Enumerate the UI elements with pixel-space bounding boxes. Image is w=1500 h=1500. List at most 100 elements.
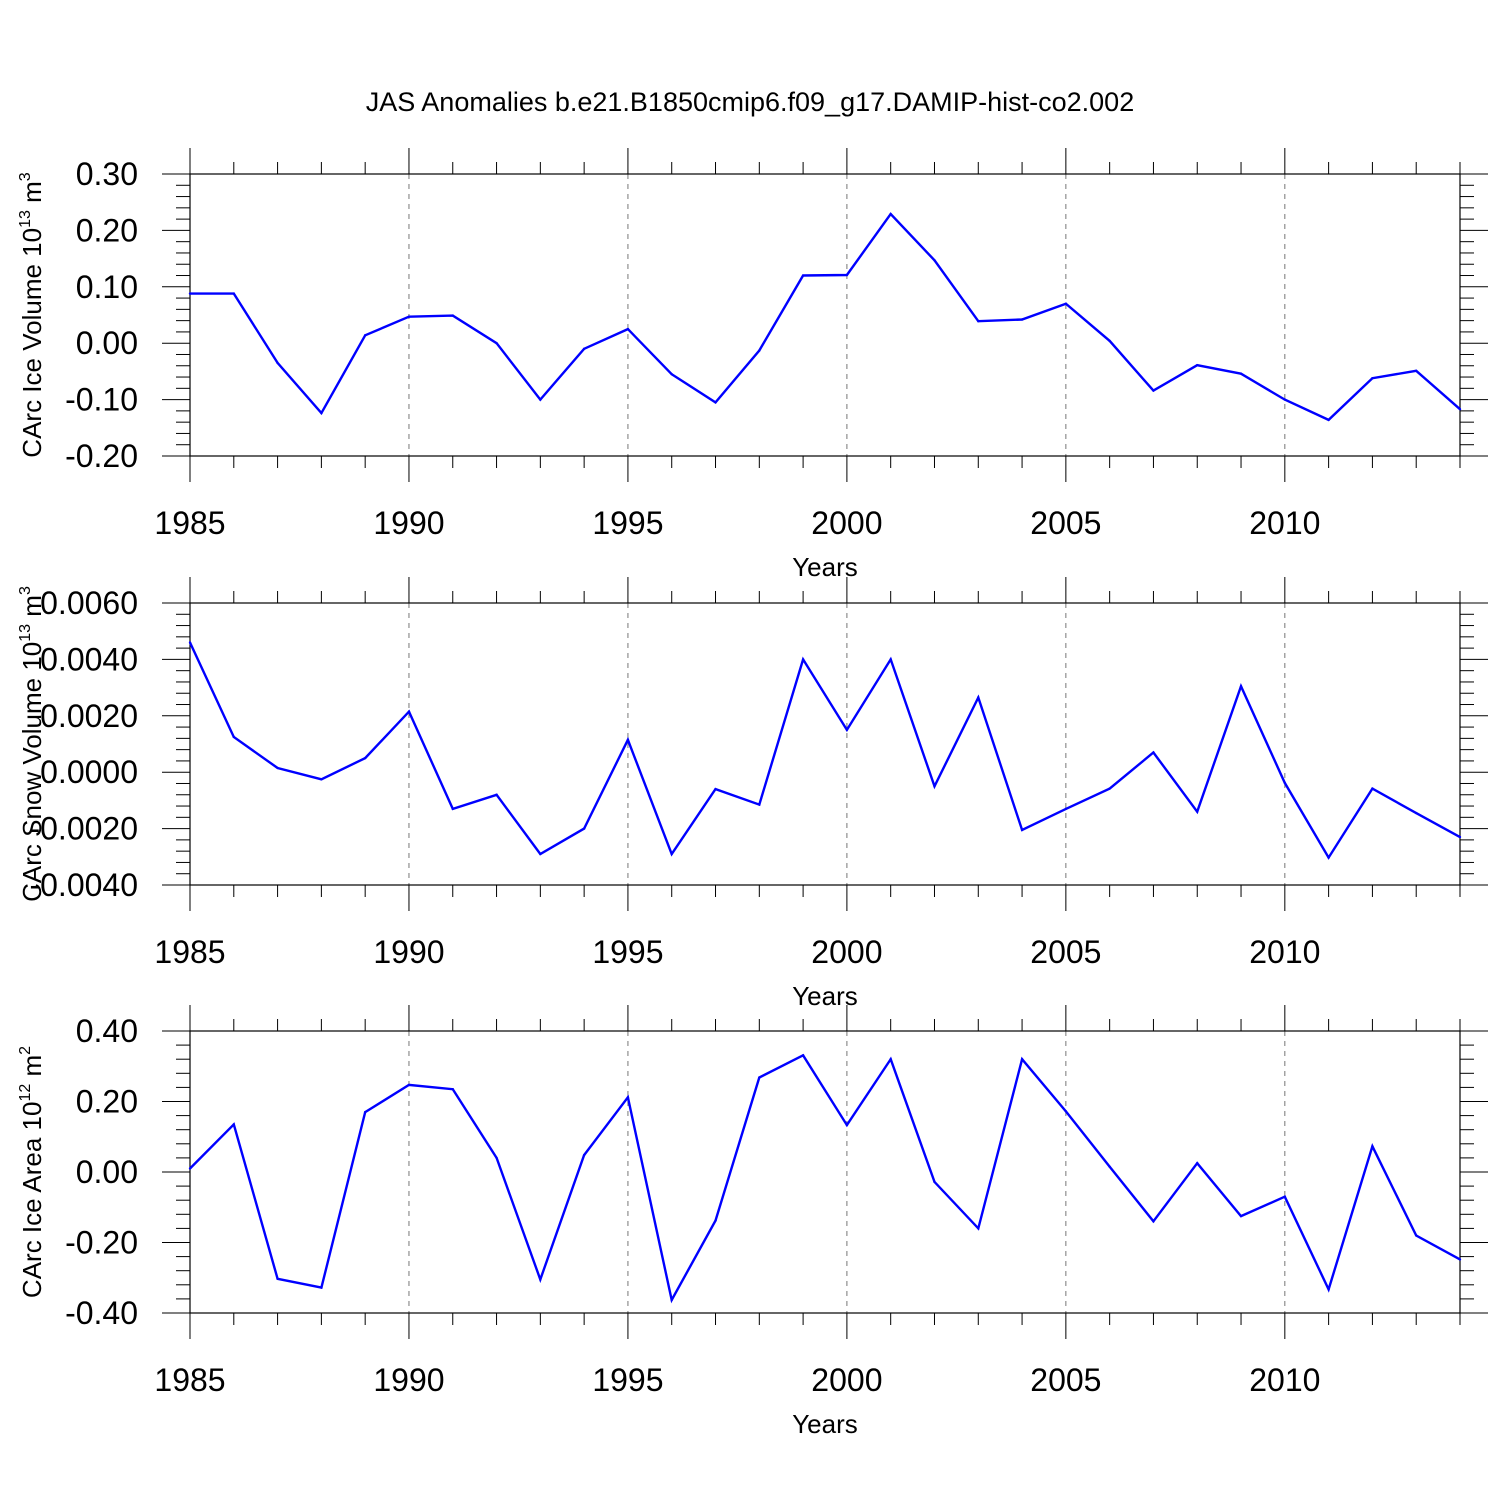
y-axis-label-exponent: 13 xyxy=(17,624,34,642)
chart-title: JAS Anomalies b.e21.B1850cmip6.f09_g17.D… xyxy=(366,87,1134,117)
x-tick-label: 2000 xyxy=(811,1362,882,1398)
x-axis-label: Years xyxy=(792,1409,858,1439)
data-point xyxy=(670,373,673,376)
data-point xyxy=(889,212,892,216)
data-point xyxy=(1283,781,1287,785)
data-point xyxy=(539,1278,542,1281)
data-point xyxy=(1371,376,1374,380)
data-point xyxy=(451,314,454,317)
data-point xyxy=(1064,302,1068,305)
data-point xyxy=(626,1096,630,1099)
data-point xyxy=(977,696,980,699)
data-point xyxy=(582,347,586,351)
y-tick-label: -0.0020 xyxy=(29,811,138,847)
x-tick-label: 1995 xyxy=(592,1362,663,1398)
data-point xyxy=(1064,1110,1068,1113)
y-axis-label-unit-exponent: 3 xyxy=(17,172,34,181)
data-point xyxy=(801,274,805,277)
y-tick-label: 0.00 xyxy=(76,325,138,361)
y-tick-label: 0.0060 xyxy=(40,585,138,621)
data-point xyxy=(1371,1145,1374,1148)
data-point xyxy=(1196,1161,1199,1165)
data-point xyxy=(801,1054,805,1057)
data-point xyxy=(495,342,498,345)
data-point xyxy=(714,787,717,791)
data-point xyxy=(977,320,980,323)
x-tick-label: 2010 xyxy=(1249,934,1320,970)
data-point xyxy=(933,785,936,788)
y-axis-label-unit: m xyxy=(17,595,47,624)
y-tick-label: 0.20 xyxy=(76,1084,138,1120)
data-point xyxy=(582,1153,586,1157)
plot-frame xyxy=(189,173,1461,457)
data-point xyxy=(889,658,892,661)
data-point xyxy=(1283,398,1287,401)
data-point xyxy=(451,807,454,811)
data-point xyxy=(670,852,673,856)
x-tick-label: 2000 xyxy=(811,934,882,970)
data-point xyxy=(1283,1195,1287,1198)
x-tick-label: 1985 xyxy=(154,934,225,970)
data-point xyxy=(1152,389,1155,392)
data-point xyxy=(1196,810,1199,813)
data-point xyxy=(232,735,235,739)
data-point xyxy=(188,1167,192,1170)
data-point xyxy=(1239,372,1243,375)
data-point xyxy=(276,1277,279,1281)
data-point xyxy=(845,728,849,732)
x-tick-label: 2005 xyxy=(1030,934,1101,970)
data-point xyxy=(1415,1234,1418,1237)
data-point xyxy=(232,292,235,295)
data-point xyxy=(1108,787,1111,790)
data-point xyxy=(626,327,630,331)
x-tick-label: 1990 xyxy=(373,505,444,541)
series-line xyxy=(189,1053,1461,1304)
data-point xyxy=(845,273,849,277)
x-tick-label: 1995 xyxy=(592,505,663,541)
data-point xyxy=(407,1083,411,1087)
data-point xyxy=(276,766,279,770)
data-point xyxy=(977,1227,980,1230)
plot-frame xyxy=(189,602,1461,886)
data-point xyxy=(1327,856,1330,859)
data-point xyxy=(1458,1258,1462,1261)
data-point xyxy=(714,1219,717,1222)
data-point xyxy=(407,315,411,318)
data-point xyxy=(626,738,630,741)
data-point xyxy=(670,1298,673,1302)
data-point xyxy=(889,1058,892,1061)
y-axis-label-text: CArc Ice Volume 10 xyxy=(17,228,47,458)
data-point xyxy=(363,756,367,760)
y-tick-label: 0.40 xyxy=(76,1013,138,1049)
data-point xyxy=(1108,339,1111,343)
data-point xyxy=(539,852,542,856)
x-axis-label: Years xyxy=(792,552,858,582)
data-point xyxy=(1415,811,1418,815)
data-point xyxy=(714,401,717,404)
y-axis-label: CArc Ice Volume 1013 m3 xyxy=(17,172,47,457)
panel-3: -0.40 -0.20 0.00 0.20 0.40 1985 1990 1995 2000 20… xyxy=(17,1005,1488,1439)
data-point xyxy=(1108,1165,1111,1168)
data-point xyxy=(232,1123,235,1126)
data-point xyxy=(758,1076,761,1079)
data-point xyxy=(933,259,936,262)
y-axis-label: CArc Snow Volume 1013 m3 xyxy=(17,586,47,902)
data-point xyxy=(582,827,586,830)
panel-1: -0.20 -0.10 0.00 0.10 0.20 0.30 1985 1990 1995 20… xyxy=(17,148,1488,582)
data-point xyxy=(188,292,192,295)
data-point xyxy=(1327,418,1330,422)
y-tick-label: 0.30 xyxy=(76,156,138,192)
y-tick-label: 0.10 xyxy=(76,269,138,305)
series-line xyxy=(190,212,1461,422)
data-point xyxy=(495,793,498,796)
data-point xyxy=(933,1180,936,1184)
x-tick-label: 2005 xyxy=(1030,505,1101,541)
x-tick-label: 1990 xyxy=(373,1362,444,1398)
data-point xyxy=(758,349,761,352)
x-tick-label: 2010 xyxy=(1249,1362,1320,1398)
data-point xyxy=(407,710,411,713)
y-tick-label: 0.0040 xyxy=(40,641,138,677)
x-axis-label: Years xyxy=(792,981,858,1011)
